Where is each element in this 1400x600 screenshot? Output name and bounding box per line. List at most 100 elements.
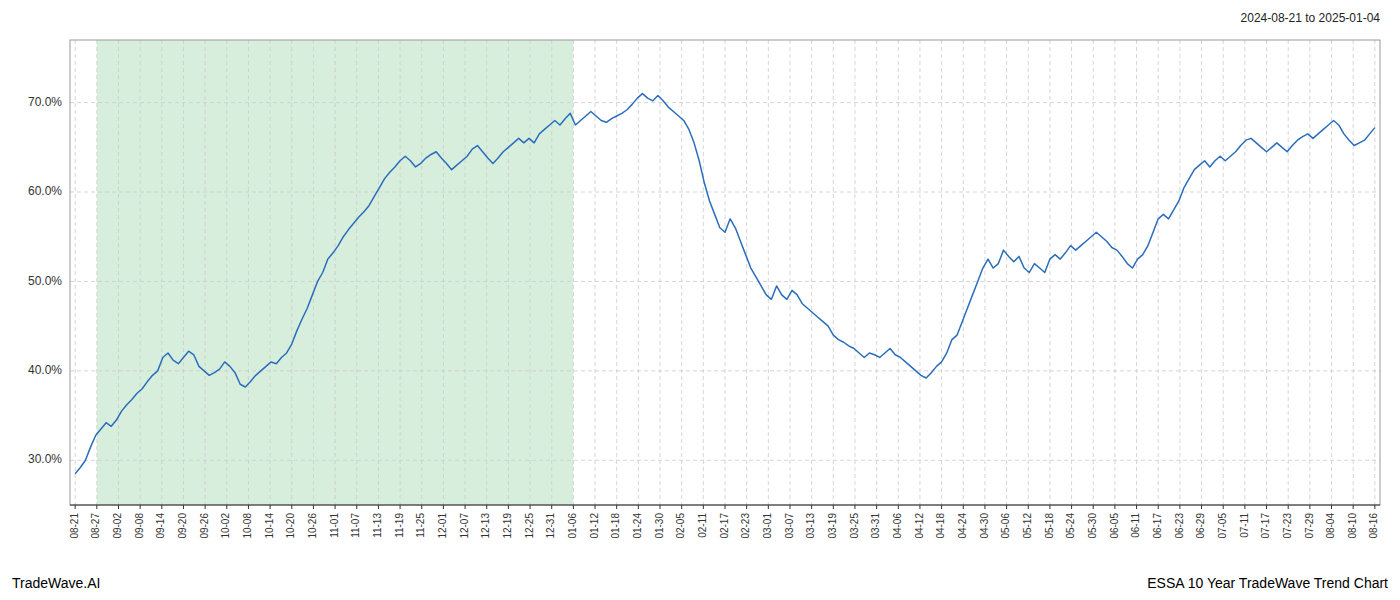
x-tick	[1049, 505, 1050, 509]
grid-line-x	[1071, 40, 1072, 505]
x-tick	[313, 505, 314, 509]
grid-line-y	[70, 192, 1380, 193]
grid-line-x	[1331, 40, 1332, 505]
grid-line-x	[876, 40, 877, 505]
grid-line-x	[248, 40, 249, 505]
x-tick-label: 01-30	[654, 513, 665, 539]
x-tick	[1114, 505, 1115, 509]
x-tick	[811, 505, 812, 509]
x-tick	[465, 505, 466, 509]
grid-line-x	[984, 40, 985, 505]
x-tick-label: 03-31	[870, 513, 881, 539]
grid-line-x	[183, 40, 184, 505]
x-tick-label: 03-07	[784, 513, 795, 539]
footer-annotation: TradeWave.AI	[12, 575, 100, 591]
x-tick	[291, 505, 292, 509]
x-tick	[1201, 505, 1202, 509]
x-tick-label: 09-02	[112, 513, 123, 539]
x-tick	[270, 505, 271, 509]
grid-line-x	[400, 40, 401, 505]
x-tick	[183, 505, 184, 509]
x-tick	[616, 505, 617, 509]
x-tick-label: 01-06	[567, 513, 578, 539]
x-tick	[919, 505, 920, 509]
x-tick-label: 07-05	[1217, 513, 1228, 539]
x-tick-label: 02-05	[675, 513, 686, 539]
x-tick	[248, 505, 249, 509]
x-tick	[1158, 505, 1159, 509]
x-tick-label: 12-19	[502, 513, 513, 539]
x-tick	[1006, 505, 1007, 509]
x-tick-label: 06-23	[1174, 513, 1185, 539]
x-tick	[789, 505, 790, 509]
grid-line-x	[725, 40, 726, 505]
x-tick-label: 12-07	[459, 513, 470, 539]
x-tick	[854, 505, 855, 509]
x-tick-label: 10-26	[307, 513, 318, 539]
x-tick-label: 06-17	[1152, 513, 1163, 539]
x-tick	[96, 505, 97, 509]
x-tick	[703, 505, 704, 509]
x-tick-label: 04-30	[979, 513, 990, 539]
x-tick	[746, 505, 747, 509]
y-tick-label: 60.0%	[28, 184, 62, 198]
x-tick-label: 11-07	[350, 513, 361, 538]
x-tick	[486, 505, 487, 509]
grid-line-x	[1136, 40, 1137, 505]
x-tick-label: 01-18	[610, 513, 621, 539]
grid-line-x	[1374, 40, 1375, 505]
x-tick-label: 12-13	[480, 513, 491, 539]
x-tick-label: 04-18	[935, 513, 946, 539]
grid-line-x	[595, 40, 596, 505]
x-tick-label: 01-24	[632, 513, 643, 539]
x-tick-label: 03-19	[827, 513, 838, 539]
x-tick	[1331, 505, 1332, 509]
grid-line-x	[75, 40, 76, 505]
x-tick-label: 06-05	[1109, 513, 1120, 539]
x-tick-label: 11-13	[372, 513, 383, 538]
x-tick-label: 12-01	[437, 513, 448, 539]
x-tick	[1288, 505, 1289, 509]
x-tick	[161, 505, 162, 509]
x-tick	[226, 505, 227, 509]
x-tick	[963, 505, 964, 509]
grid-line-x	[226, 40, 227, 505]
x-tick-label: 06-11	[1130, 513, 1141, 538]
x-tick-label: 09-26	[199, 513, 210, 539]
grid-line-x	[270, 40, 271, 505]
grid-line-x	[551, 40, 552, 505]
grid-line-x	[660, 40, 661, 505]
x-tick-label: 11-19	[394, 513, 405, 538]
grid-line-x	[378, 40, 379, 505]
x-tick-label: 12-25	[524, 513, 535, 539]
x-tick-label: 09-08	[134, 513, 145, 539]
line-group	[75, 94, 1375, 474]
grid-line-x	[616, 40, 617, 505]
grid-line-x	[1266, 40, 1267, 505]
x-tick	[681, 505, 682, 509]
x-tick-label: 02-17	[719, 513, 730, 539]
x-tick	[530, 505, 531, 509]
y-axis: 30.0%40.0%50.0%60.0%70.0%	[28, 95, 62, 467]
plot-frame	[70, 40, 1380, 505]
grid-line-x	[313, 40, 314, 505]
grid-line-x	[789, 40, 790, 505]
chart: 30.0%40.0%50.0%60.0%70.0%08-2108-2709-02…	[0, 0, 1400, 600]
y-tick-label: 70.0%	[28, 95, 62, 109]
grid-line-x	[1353, 40, 1354, 505]
x-tick-label: 07-17	[1260, 513, 1271, 539]
grid-line-x	[1179, 40, 1180, 505]
x-tick-label: 03-13	[805, 513, 816, 539]
grid-line-x	[638, 40, 639, 505]
x-tick-label: 03-25	[849, 513, 860, 539]
x-tick-label: 09-20	[177, 513, 188, 539]
grid	[70, 40, 1380, 505]
y-tick-label: 40.0%	[28, 363, 62, 377]
x-tick-label: 12-31	[545, 513, 556, 539]
x-axis: 08-2108-2709-0209-0809-1409-2009-2610-02…	[69, 505, 1380, 539]
x-tick	[984, 505, 985, 509]
grid-line-x	[356, 40, 357, 505]
x-tick	[1353, 505, 1354, 509]
x-tick	[1266, 505, 1267, 509]
x-tick-label: 10-20	[285, 513, 296, 539]
